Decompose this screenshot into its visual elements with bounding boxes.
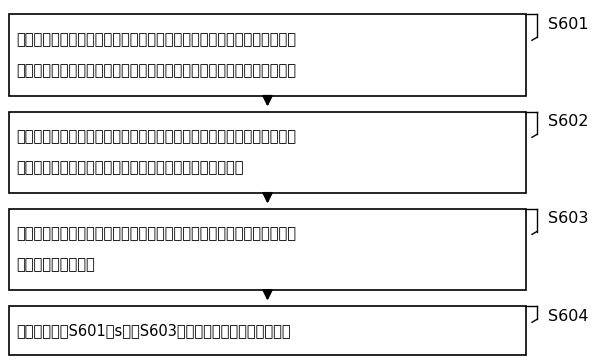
Text: S603: S603 [548,211,589,227]
Text: S604: S604 [548,308,589,324]
Bar [9,14,526,96]
Bar [9,209,526,290]
Text: 匀速移动井下电视成像工具，在地面观察井下电视成像工具传输的井筒内: 匀速移动井下电视成像工具，在地面观察井下电视成像工具传输的井筒内 [17,32,296,47]
Bar [9,111,526,193]
Text: S601: S601 [548,17,589,32]
Text: S602: S602 [548,114,589,130]
Text: 像工具到达桥塞顶部: 像工具到达桥塞顶部 [17,258,95,273]
Bar [9,306,526,355]
Text: 实时图像，若查看到井壁有出液或气泡冒出，则确定该位置为套破出水点: 实时图像，若查看到井壁有出液或气泡冒出，则确定该位置为套破出水点 [17,63,296,79]
Text: 不断重复步骤S601～s步骤S603，直至找出产液段所有套破点: 不断重复步骤S601～s步骤S603，直至找出产液段所有套破点 [17,323,292,338]
Text: 移动井下电视成像工具的过程中，调节井下电视光源明暗程度，切换正视: 移动井下电视成像工具的过程中，调节井下电视光源明暗程度，切换正视 [17,129,296,144]
Text: 匀速缓慢下移井下电视成像工具，查找其他套破出水点，直至井下电视成: 匀速缓慢下移井下电视成像工具，查找其他套破出水点，直至井下电视成 [17,227,296,241]
Text: 角和侧视角，旋转侧视镜头，确保套损出水点均被拍摄找到: 角和侧视角，旋转侧视镜头，确保套损出水点均被拍摄找到 [17,160,244,176]
